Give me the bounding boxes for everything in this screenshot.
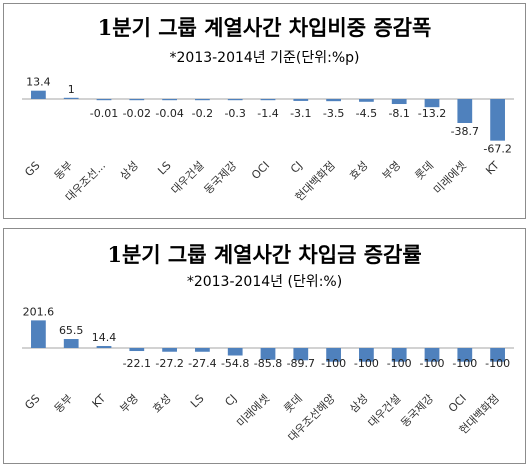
data-label-대우건설: -100 [387, 357, 412, 370]
bar-동국제강 [227, 99, 243, 101]
chart-subtitle: *2013-2014년 (단위:%) [186, 274, 343, 290]
category-label-GS: GS [22, 392, 42, 412]
data-label-동국제강: -0.3 [224, 107, 245, 120]
chart-title: 1분기 그룹 계열사간 차입금 증감률 [107, 242, 422, 267]
data-label-동부: 1 [68, 83, 75, 96]
data-label-부영: -8.1 [388, 107, 409, 120]
bar-삼성 [359, 348, 374, 362]
data-label-현대백화점: -100 [485, 357, 510, 370]
bar-삼성 [129, 99, 145, 101]
data-label-OCI: -1.4 [257, 107, 278, 120]
data-label-LS: -0.04 [155, 107, 183, 120]
data-label-대우건설: -0.2 [192, 107, 213, 120]
category-label-CJ: CJ [288, 159, 305, 176]
bar-LS [195, 348, 210, 352]
data-label-OCI: -100 [452, 357, 477, 370]
category-label-KT: KT [483, 159, 502, 178]
data-label-효성: -27.2 [155, 357, 183, 370]
bar-대우조선... [96, 99, 112, 101]
bar-CJ [227, 348, 243, 356]
data-label-LS: -27.4 [188, 357, 216, 370]
category-label-삼성: 삼성 [117, 159, 141, 183]
category-label-동국제강: 동국제강 [398, 392, 436, 430]
category-label-동국제강: 동국제강 [202, 159, 240, 197]
bar-효성 [359, 99, 374, 102]
bar-CJ [293, 99, 309, 101]
data-label-동국제강: -100 [420, 357, 445, 370]
bar-미래에셋 [457, 99, 473, 123]
category-label-KT: KT [90, 392, 109, 411]
data-label-동부: 65.5 [59, 324, 84, 337]
chart-panel-borrowing-growth: 1분기 그룹 계열사간 차입금 증감률 *2013-2014년 (단위:%) 2… [3, 228, 526, 464]
bar-OCI [457, 348, 473, 362]
bar-부영 [391, 99, 407, 105]
data-label-대우조선...: -0.01 [90, 107, 118, 120]
category-label-GS: GS [22, 159, 42, 179]
category-label-미래에셋: 미래에셋 [234, 392, 272, 430]
bar-미래에셋 [260, 348, 276, 360]
bar-chart-borrowing-share: 13.4GS1동부-0.01대우조선...-0.02삼성-0.04LS-0.2대… [22, 76, 514, 204]
category-label-대우건설: 대우건설 [366, 392, 404, 430]
category-label-부영: 부영 [380, 159, 404, 183]
data-label-CJ: -54.8 [221, 357, 249, 370]
data-label-부영: -22.1 [123, 357, 151, 370]
bar-대우조선해양 [326, 348, 341, 362]
data-label-현대백화점: -3.5 [323, 107, 344, 120]
data-label-GS: 201.6 [23, 305, 55, 318]
data-label-삼성: -0.02 [123, 107, 151, 120]
category-label-롯데: 롯데 [413, 159, 437, 183]
bar-KT [490, 99, 505, 141]
category-label-동부: 동부 [52, 159, 76, 183]
category-label-부영: 부영 [117, 392, 141, 416]
data-label-롯데: -13.2 [418, 107, 446, 120]
category-label-효성: 효성 [347, 159, 371, 183]
category-label-삼성: 삼성 [347, 392, 371, 416]
bar-롯데 [424, 99, 440, 108]
category-label-OCI: OCI [446, 392, 469, 415]
data-label-롯데: -89.7 [287, 357, 315, 370]
bar-GS [31, 90, 46, 99]
bar-동부 [63, 339, 79, 348]
bar-현대백화점 [326, 99, 341, 102]
bar-GS [31, 320, 46, 348]
bar-동국제강 [424, 348, 440, 362]
bar-chart-borrowing-growth: 201.6 GS 65.5 동부 14.4 KT -22.1 부영 -27.2 효성 -27.4 LS… [22, 305, 514, 444]
category-label-롯데: 롯데 [281, 392, 305, 416]
data-label-미래에셋: -85.8 [254, 357, 282, 370]
data-label-대우조선해양: -100 [321, 357, 346, 370]
chart-subtitle: *2013-2014년 기준(단위:%p) [169, 50, 360, 66]
bar-현대백화점 [490, 348, 505, 362]
bar-OCI [260, 99, 276, 101]
bar-KT [96, 346, 112, 348]
category-label-대우건설: 대우건설 [169, 159, 207, 197]
bar-효성 [162, 348, 177, 352]
bar-대우건설 [391, 348, 407, 362]
chart-title: 1분기 그룹 계열사간 차입비중 증감폭 [97, 15, 432, 40]
data-label-KT: 14.4 [92, 331, 117, 344]
bar-부영 [129, 348, 145, 352]
bar-롯데 [293, 348, 309, 361]
data-label-CJ: -3.1 [290, 107, 311, 120]
category-label-LS: LS [155, 159, 173, 177]
bar-대우건설 [195, 99, 210, 101]
category-label-CJ: CJ [222, 392, 239, 409]
data-label-효성: -4.5 [356, 107, 377, 120]
category-label-LS: LS [188, 392, 206, 410]
data-label-KT: -67.2 [483, 143, 511, 156]
category-label-효성: 효성 [150, 392, 174, 416]
bar-동부 [63, 97, 79, 99]
chart-panel-borrowing-share: 1분기 그룹 계열사간 차입비중 증감폭 *2013-2014년 기준(단위:%… [3, 3, 526, 219]
category-label-동부: 동부 [52, 392, 76, 416]
data-label-GS: 13.4 [26, 76, 51, 89]
category-label-미래에셋: 미래에셋 [431, 159, 469, 197]
data-label-삼성: -100 [354, 357, 379, 370]
category-label-OCI: OCI [249, 159, 272, 182]
data-label-미래에셋: -38.7 [451, 125, 479, 138]
bar-LS [162, 99, 177, 101]
